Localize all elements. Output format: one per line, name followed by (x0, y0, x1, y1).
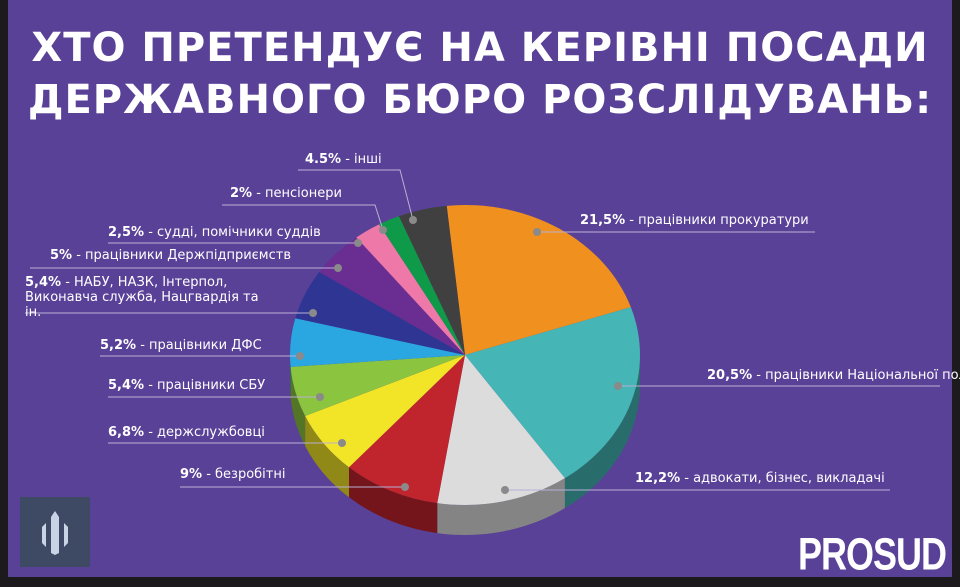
pie-slice-0 (446, 205, 631, 355)
slice-percent: 9% (180, 467, 203, 482)
chart-title: ХТО ПРЕТЕНДУЄ НА КЕРІВНІ ПОСАДИ ДЕРЖАВНО… (0, 22, 960, 126)
slice-percent: 2% (230, 186, 253, 201)
slice-category: - безробітні (202, 467, 286, 482)
leader-dot-1 (614, 382, 622, 390)
leader-line-11 (298, 169, 414, 221)
slice-percent: 5,4% (25, 275, 62, 290)
leader-dot-3 (401, 483, 409, 491)
pie-side-5 (290, 366, 306, 447)
slice-category: - НАБУ, НАЗК, Інтерпол, Виконавча служба… (25, 275, 259, 320)
slice-percent: 5,4% (108, 378, 145, 393)
pie-slice-5 (290, 355, 465, 417)
leader-dot-0 (533, 228, 541, 236)
slice-label-3: 9% - безробітні (180, 467, 285, 482)
slice-percent: 2,5% (108, 225, 145, 240)
slice-category: - працівники ДФС (136, 338, 262, 353)
slice-category: - судді, помічники суддів (144, 225, 321, 240)
pie-side-1 (564, 355, 640, 509)
title-line-1: ХТО ПРЕТЕНДУЄ НА КЕРІВНІ ПОСАДИ (31, 25, 929, 71)
slice-label-4: 6,8% - держслужбовці (108, 425, 265, 440)
brand-logo: PROSUD (797, 528, 947, 580)
pie-side-4 (305, 416, 349, 498)
slice-category: - інші (341, 152, 382, 167)
slice-percent: 21,5% (580, 213, 626, 228)
slice-category: - держслужбовці (144, 425, 265, 440)
slice-label-0: 21,5% - працівники прокуратури (580, 213, 809, 228)
slice-label-8: 5% - працівники Держпідприємств (50, 248, 291, 263)
leader-dot-5 (316, 393, 324, 401)
slice-category: - працівники СБУ (144, 378, 266, 393)
slice-label-9: 2,5% - судді, помічники суддів (108, 225, 321, 240)
pie-slice-11 (398, 205, 465, 355)
slice-percent: 4.5% (305, 152, 342, 167)
slice-label-10: 2% - пенсіонери (230, 186, 342, 201)
pie-side-6 (290, 355, 291, 397)
pie-side-3 (348, 467, 438, 534)
pie-slice-2 (437, 355, 565, 506)
title-line-2: ДЕРЖАВНОГО БЮРО РОЗСЛІДУВАНЬ: (27, 77, 933, 123)
leader-dot-6 (296, 352, 304, 360)
slice-percent: 20,5% (707, 368, 753, 383)
pie-slice-10 (379, 216, 465, 355)
slice-percent: 12,2% (635, 471, 681, 486)
pie-slice-4 (305, 355, 465, 468)
leader-dot-9 (354, 239, 362, 247)
slice-category: - працівники прокуратури (625, 213, 809, 228)
leader-dot-8 (334, 264, 342, 272)
slice-category: - працівники Держпідприємств (72, 248, 291, 263)
pie-side-2 (437, 478, 565, 535)
leader-dot-11 (409, 216, 417, 224)
slice-label-6: 5,2% - працівники ДФС (100, 338, 262, 353)
slice-label-11: 4.5% - інші (305, 152, 382, 167)
leader-line-10 (222, 204, 384, 231)
pie-slice-1 (465, 307, 641, 479)
slice-label-5: 5,4% - працівники СБУ (108, 378, 265, 393)
slice-percent: 5% (50, 248, 73, 263)
slice-label-7: 5,4% - НАБУ, НАЗК, Інтерпол, Виконавча с… (25, 275, 275, 320)
pie-slice-7 (295, 271, 465, 355)
slice-category: - пенсіонери (252, 186, 342, 201)
pie-slice-3 (348, 355, 465, 504)
slice-percent: 5,2% (100, 338, 137, 353)
logo-icon (20, 497, 90, 567)
pie-slice-9 (356, 224, 465, 355)
slice-label-1: 20,5% - працівники Національної поліції (707, 368, 960, 383)
slice-percent: 6,8% (108, 425, 145, 440)
pie-slice-8 (319, 237, 465, 355)
leader-dot-10 (379, 226, 387, 234)
slice-label-2: 12,2% - адвокати, бізнес, викладачі (635, 471, 885, 486)
pie-slice-6 (290, 318, 465, 367)
leader-dot-7 (309, 309, 317, 317)
slice-category: - адвокати, бізнес, викладачі (680, 471, 885, 486)
leader-dot-4 (338, 439, 346, 447)
leader-dot-2 (501, 486, 509, 494)
slice-category: - працівники Національної поліції (756, 368, 960, 383)
